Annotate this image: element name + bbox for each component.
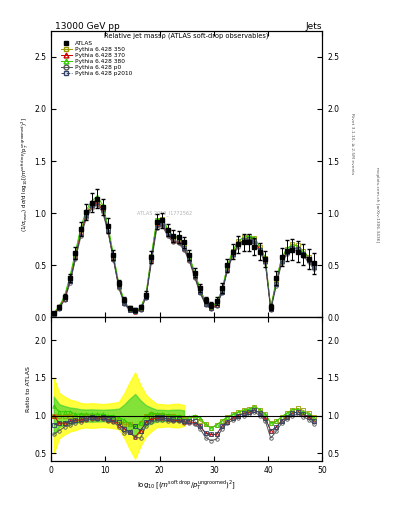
Legend: ATLAS, Pythia 6.428 350, Pythia 6.428 370, Pythia 6.428 380, Pythia 6.428 p0, Py: ATLAS, Pythia 6.428 350, Pythia 6.428 37…	[59, 39, 133, 78]
Text: ATLAS 2019_I1772562: ATLAS 2019_I1772562	[138, 210, 193, 216]
X-axis label: $\log_{10}[(m^{\rm soft\ drop}/p_T^{\rm ungroomed})^2]$: $\log_{10}[(m^{\rm soft\ drop}/p_T^{\rm …	[137, 479, 236, 493]
Text: Jets: Jets	[306, 22, 322, 31]
Y-axis label: Ratio to ATLAS: Ratio to ATLAS	[26, 366, 31, 412]
Text: 13000 GeV pp: 13000 GeV pp	[55, 22, 120, 31]
Text: Relative jet massρ (ATLAS soft-drop observables): Relative jet massρ (ATLAS soft-drop obse…	[105, 32, 269, 38]
Text: mcplots.cern.ch [arXiv:1306.3436]: mcplots.cern.ch [arXiv:1306.3436]	[375, 167, 379, 242]
Text: Rivet 3.1.10, ≥ 2.5M events: Rivet 3.1.10, ≥ 2.5M events	[350, 113, 354, 174]
Y-axis label: $(1/\sigma_{\rm resm})$ d$\sigma$/d log$_{10}$[(m$^{\rm soft\,drop}$/p$_T^{\rm u: $(1/\sigma_{\rm resm})$ d$\sigma$/d log$…	[20, 117, 31, 231]
